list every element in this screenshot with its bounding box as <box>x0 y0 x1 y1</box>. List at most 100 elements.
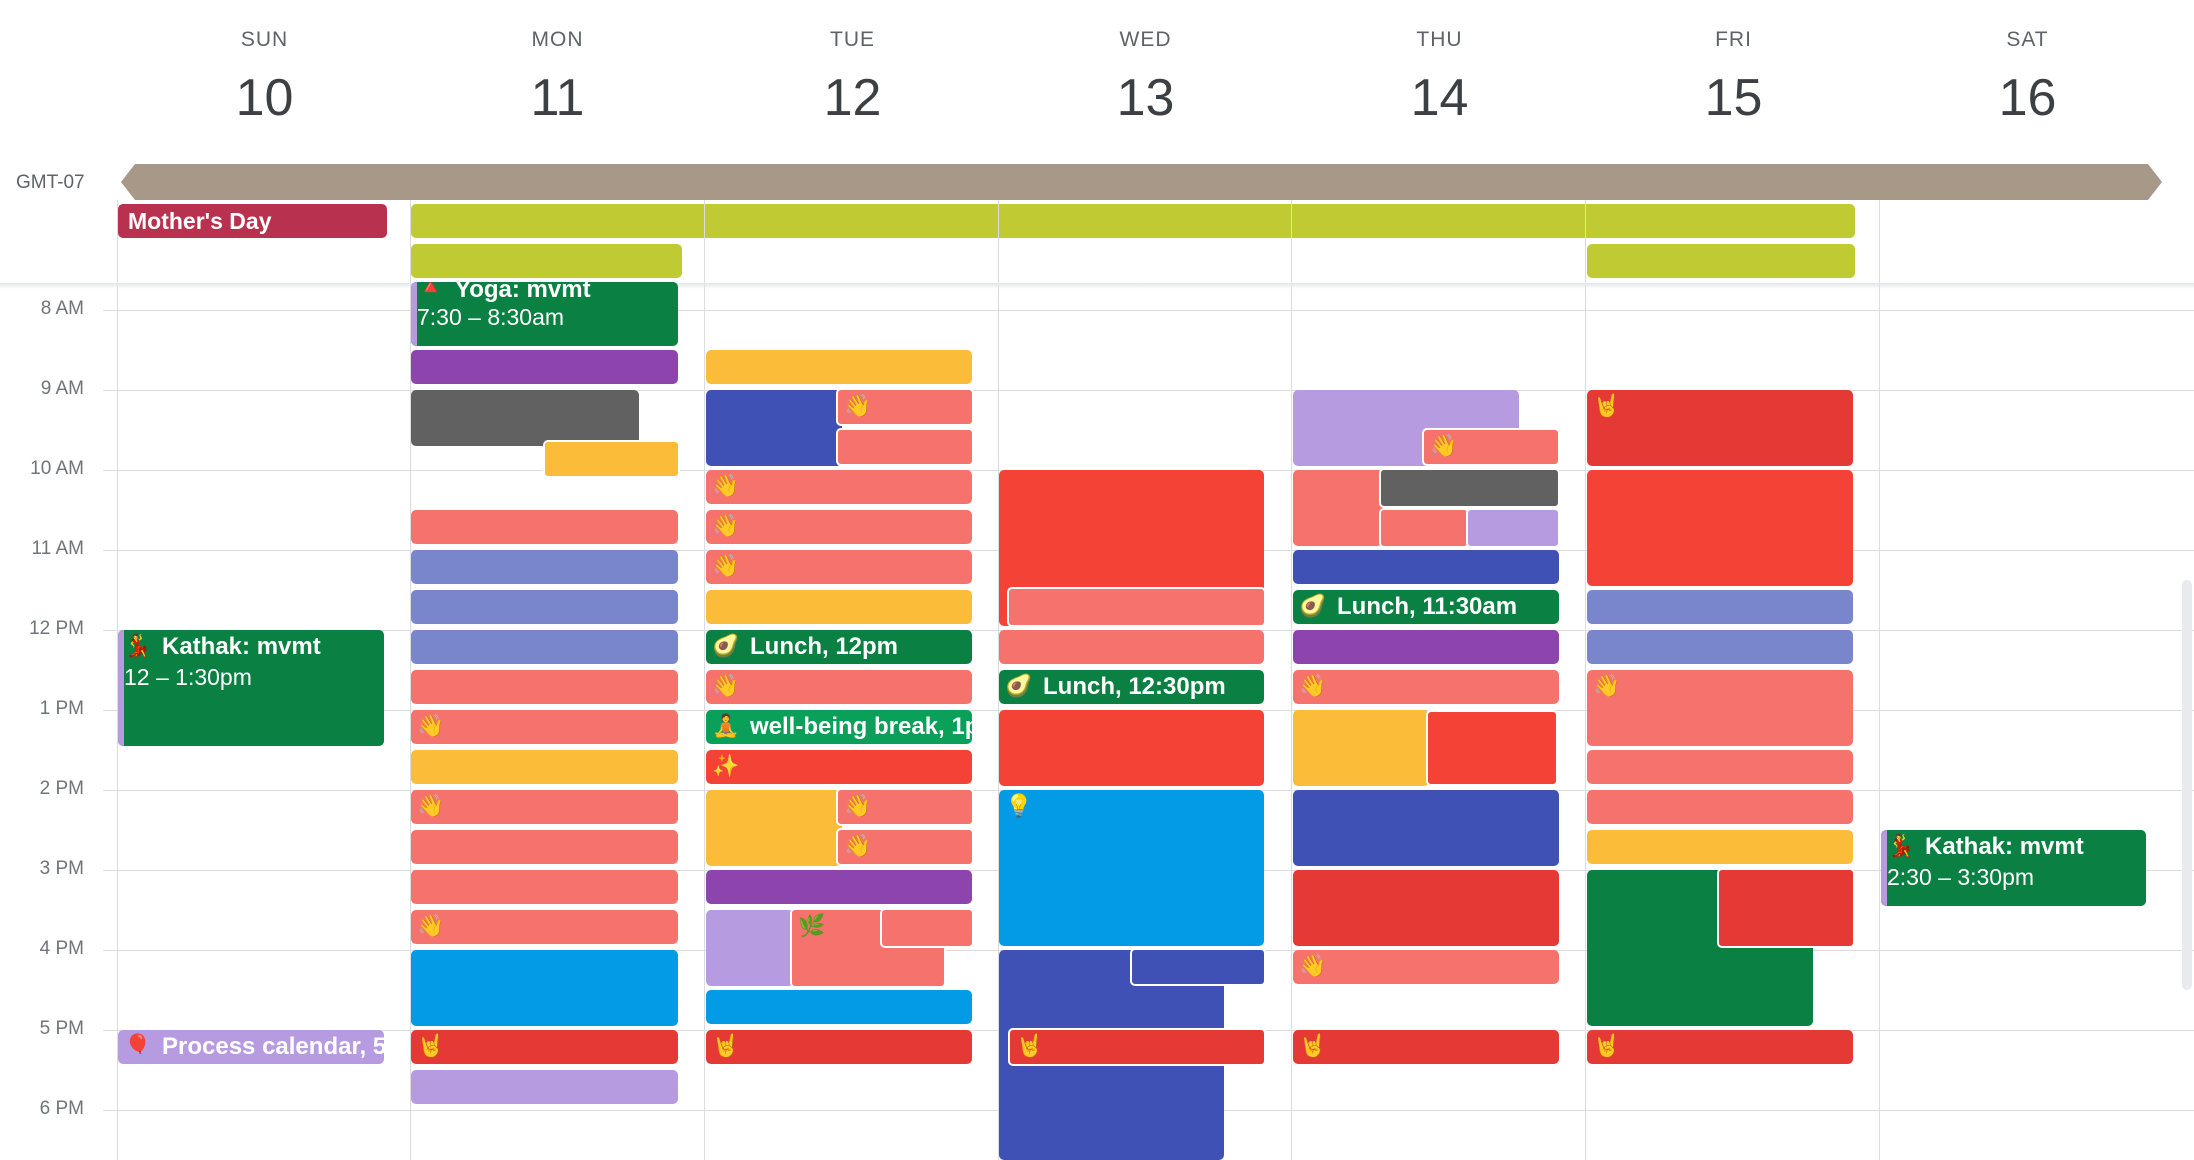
event-lunch-wed[interactable]: 🥑 Lunch, 12:30pm <box>999 670 1264 704</box>
event-block[interactable]: 👋 <box>706 550 972 584</box>
event-block[interactable]: 🤘 <box>706 1030 972 1064</box>
multi-day-banner-event[interactable] <box>121 164 2162 200</box>
event-block[interactable] <box>706 990 972 1024</box>
event-accent <box>411 282 417 346</box>
hour-label: 8 AM <box>40 298 84 319</box>
event-block[interactable] <box>411 510 678 544</box>
event-block[interactable]: 🤘 <box>1587 390 1853 466</box>
event-block[interactable]: 👋 <box>836 828 974 866</box>
event-block[interactable] <box>706 870 972 904</box>
event-block[interactable]: 👋 <box>411 710 678 744</box>
event-block[interactable] <box>836 428 974 466</box>
event-block[interactable] <box>1379 508 1469 548</box>
column-divider <box>1585 200 1586 1160</box>
event-block[interactable] <box>706 790 842 866</box>
event-block[interactable] <box>999 710 1264 786</box>
hand-wave-icon: 👋 <box>712 513 740 538</box>
event-block[interactable]: 👋 <box>411 790 678 824</box>
event-lunch-tue[interactable]: 🥑 Lunch, 12pm <box>706 630 972 664</box>
event-block[interactable] <box>1466 508 1560 548</box>
hour-label: 12 PM <box>29 618 84 639</box>
event-title: Kathak: mvmt <box>162 633 321 660</box>
avocado-icon: 🥑 <box>712 633 740 658</box>
event-wellbeing-break[interactable]: 🧘 well-being break, 1pm <box>706 710 972 744</box>
event-process-calendar[interactable]: 🎈 Process calendar, 5p <box>118 1030 384 1064</box>
event-block[interactable] <box>1379 468 1560 508</box>
event-block[interactable] <box>411 870 678 904</box>
event-block[interactable]: 👋 <box>1587 670 1853 746</box>
event-block[interactable] <box>411 1070 678 1104</box>
event-block[interactable] <box>1293 470 1383 546</box>
event-block[interactable] <box>706 590 972 624</box>
event-block[interactable] <box>1587 750 1853 784</box>
all-day-event-mon[interactable] <box>411 244 682 278</box>
event-block[interactable]: 👋 <box>1293 950 1559 984</box>
event-block[interactable] <box>1293 630 1559 664</box>
event-block[interactable] <box>1587 630 1853 664</box>
all-day-event-fri[interactable] <box>1587 244 1855 278</box>
event-lunch-thu[interactable]: 🥑 Lunch, 11:30am <box>1293 590 1559 624</box>
hand-wave-icon: 👋 <box>712 473 740 498</box>
event-block[interactable]: 👋 <box>836 788 974 826</box>
event-block[interactable] <box>411 390 639 446</box>
event-block[interactable]: 👋 <box>836 388 974 426</box>
event-block[interactable] <box>706 910 796 986</box>
herb-icon: 🌿 <box>798 913 826 938</box>
event-block[interactable]: 👋 <box>1293 670 1559 704</box>
event-block[interactable] <box>1717 868 1855 948</box>
event-block[interactable]: 👋 <box>706 470 972 504</box>
event-block[interactable] <box>1426 710 1558 786</box>
day-number[interactable]: 12 <box>823 69 882 127</box>
event-block[interactable] <box>1293 550 1559 584</box>
day-number[interactable]: 15 <box>1704 69 1763 127</box>
event-kathak-sun[interactable]: 💃 Kathak: mvmt 12 – 1:30pm <box>118 630 384 746</box>
all-day-event-mothers-day[interactable]: Mother's Day <box>118 204 387 238</box>
event-block[interactable] <box>1587 790 1853 824</box>
event-block[interactable] <box>411 590 678 624</box>
day-number[interactable]: 14 <box>1410 69 1469 127</box>
day-number[interactable]: 10 <box>235 69 294 127</box>
event-block[interactable]: ✨ <box>706 750 972 784</box>
event-block[interactable]: 🌿 <box>790 908 946 988</box>
event-block[interactable]: 👋 <box>706 510 972 544</box>
event-block[interactable]: 💡 <box>999 790 1264 946</box>
event-block[interactable] <box>706 350 972 384</box>
event-block[interactable] <box>543 440 680 478</box>
event-block[interactable] <box>1293 710 1429 786</box>
event-block[interactable] <box>999 630 1264 664</box>
event-block[interactable] <box>411 750 678 784</box>
event-block[interactable] <box>1587 590 1853 624</box>
vertical-scrollbar[interactable] <box>2182 580 2192 990</box>
event-block[interactable] <box>411 830 678 864</box>
event-block[interactable] <box>1130 948 1266 986</box>
event-block[interactable] <box>411 670 678 704</box>
column-divider <box>1879 200 1880 1160</box>
event-block[interactable]: 🤘 <box>1293 1030 1559 1064</box>
event-block[interactable] <box>411 630 678 664</box>
all-day-event-week[interactable] <box>411 204 1855 238</box>
event-block[interactable] <box>1587 470 1853 586</box>
event-block[interactable]: 👋 <box>706 670 972 704</box>
event-block[interactable] <box>1587 830 1853 864</box>
event-block[interactable]: 👋 <box>1422 428 1560 466</box>
day-number[interactable]: 13 <box>1116 69 1175 127</box>
event-block[interactable]: 👋 <box>411 910 678 944</box>
event-block[interactable] <box>411 950 678 1026</box>
day-number[interactable]: 16 <box>1998 69 2057 127</box>
event-block[interactable] <box>411 550 678 584</box>
event-block[interactable] <box>880 908 974 948</box>
event-block[interactable]: 🤘 <box>411 1030 678 1064</box>
event-block[interactable] <box>1293 870 1559 946</box>
hour-label: 10 AM <box>30 458 84 479</box>
event-yoga[interactable]: 🔺 Yoga: mvmt 7:30 – 8:30am <box>411 282 678 346</box>
hand-wave-icon: 👋 <box>1593 673 1621 698</box>
day-number[interactable]: 11 <box>530 69 585 127</box>
event-block[interactable] <box>411 350 678 384</box>
event-block[interactable] <box>1007 587 1266 627</box>
event-block[interactable] <box>1293 790 1559 866</box>
event-block[interactable]: 🤘 <box>1008 1028 1266 1066</box>
event-kathak-sat[interactable]: 💃 Kathak: mvmt 2:30 – 3:30pm <box>1881 830 2146 906</box>
event-block[interactable]: 🤘 <box>1587 1030 1853 1064</box>
event-block[interactable] <box>706 390 842 466</box>
hand-wave-icon: 👋 <box>712 673 740 698</box>
